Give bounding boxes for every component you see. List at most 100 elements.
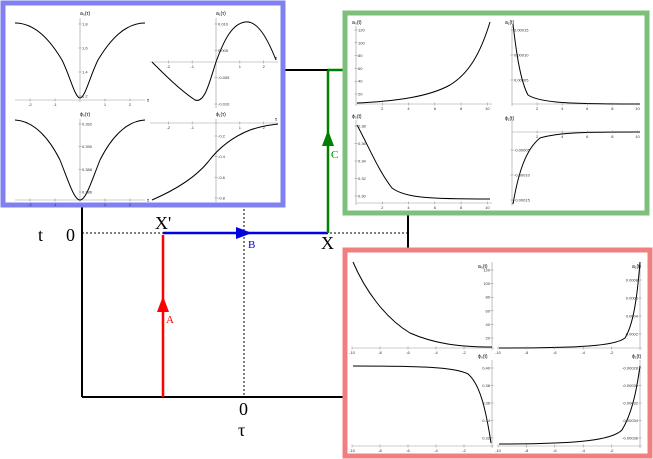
path-a-arrowhead	[157, 296, 169, 312]
x-tick-label: -8	[525, 448, 529, 453]
x-tick-label: -2	[28, 202, 32, 207]
plot-title: ϕ₁(τ)	[216, 112, 226, 118]
y-tick-label: 1.4	[82, 70, 88, 75]
plot-green-phi1: ϕ₁(t) 2 4 6 8 10 -0.00005 -0.00010 -0.00015	[505, 116, 640, 206]
plot-title: a₀(t)	[478, 264, 488, 270]
x-tick-label: -10	[349, 448, 356, 453]
plot-green-a0: a₀(t) 2 4 6 8 10 120 100 80 60 40 20	[352, 20, 492, 111]
y-tick-label: 100	[358, 40, 365, 45]
x-tick-label: -6	[553, 350, 557, 355]
x-tick-label: 10	[485, 106, 490, 111]
x-point-label: X	[321, 233, 334, 253]
x-tick-label: 6	[434, 106, 437, 111]
plot-title: a₁(τ)	[216, 11, 226, 17]
x-tick-label: -4	[581, 350, 585, 355]
y-tick-label: -0.00030	[622, 383, 639, 388]
y-tick-label: 0.005	[218, 48, 229, 53]
plot-blue-a1: a₁(τ) τ -2 -1 1 2 0.010 0.005 -0.005 -0.010	[150, 11, 278, 108]
y-tick-label: 120	[358, 28, 365, 33]
curve-a1-tau	[151, 21, 277, 101]
y-tick-label: 0.392	[82, 122, 93, 127]
curve-phi1-t-early	[498, 365, 641, 445]
x-tick-label: 8	[611, 134, 614, 139]
x-tick-label: -1	[190, 125, 194, 130]
y-tick-label: 0.00005	[514, 78, 529, 83]
y-tick-label: -0.010	[218, 102, 230, 107]
x-tick-label: -10	[495, 448, 502, 453]
plot-title: a₁(t)	[632, 264, 642, 270]
x-tick-label: -8	[525, 350, 529, 355]
x-tick-label: -8	[378, 448, 382, 453]
y-tick-label: 20	[358, 92, 363, 97]
y-tick-label: 0.30	[358, 194, 367, 199]
x-tick-label: 8	[460, 205, 463, 210]
plot-title: ϕ₀(τ)	[80, 112, 91, 118]
x-axis-label: τ	[275, 117, 277, 123]
x-tick-label: -2	[610, 350, 614, 355]
y-tick-label: 0.388	[82, 167, 93, 172]
y-tick-label: -0.2	[218, 134, 226, 139]
curve-a0-t-early	[352, 261, 493, 348]
x-tick-label: -4	[581, 448, 585, 453]
y-tick-label: 0.36	[358, 141, 367, 146]
plot-title: a₁(t)	[505, 20, 515, 26]
plot-title: ϕ₀(t)	[478, 354, 488, 360]
y-tick-label: 60	[358, 66, 363, 71]
y-tick-label: -0.00028	[622, 366, 639, 371]
x-tick-label: 2	[536, 106, 539, 111]
y-tick-label: 0.0008	[626, 278, 639, 283]
curve-a1-t-early	[498, 261, 641, 349]
x-tick-label: 6	[434, 205, 437, 210]
y-tick-label: 120	[483, 268, 490, 273]
y-tick-label: 0.34	[482, 418, 491, 423]
curve-phi0-t-late	[356, 124, 491, 200]
path-c-arrowhead	[322, 130, 334, 146]
path-b-label: B	[248, 239, 255, 251]
x-tick-label: -2	[167, 125, 171, 130]
y-tick-label: 0.34	[358, 159, 367, 164]
y-tick-label: -0.00036	[622, 436, 639, 441]
x-tick-label: 1	[239, 64, 242, 69]
red-panel-frame	[342, 247, 653, 459]
x-tick-label: 2	[129, 202, 132, 207]
y-tick-label: -0.00015	[514, 198, 531, 203]
plot-title: ϕ₁(t)	[632, 354, 642, 360]
x-tick-label: 2	[263, 125, 266, 130]
y-tick-label: 1.6	[82, 46, 88, 51]
t-zero-label: 0	[66, 225, 75, 245]
x-tick-label: -2	[28, 102, 32, 107]
x-tick-label: 2	[381, 106, 384, 111]
y-tick-label: -0.8	[218, 196, 226, 201]
y-tick-label: 40	[358, 79, 363, 84]
y-tick-label: -0.00010	[514, 173, 531, 178]
x-tick-label: -4	[434, 350, 438, 355]
x-tick-label: 10	[635, 106, 640, 111]
x-tick-label: -10	[349, 350, 356, 355]
x-tick-label: -1	[53, 102, 57, 107]
y-tick-label: 0.0002	[626, 332, 639, 337]
y-tick-label: -0.4	[218, 154, 226, 159]
y-tick-label: -0.00032	[622, 401, 639, 406]
y-tick-label: 0.0004	[626, 314, 639, 319]
x-tick-label: 1	[104, 102, 107, 107]
x-prime-label: X'	[155, 213, 171, 233]
y-tick-label: 40	[486, 322, 491, 327]
y-tick-label: 0.32	[358, 176, 367, 181]
x-tick-label: 1	[239, 125, 242, 130]
blue-panel-frame	[0, 0, 286, 208]
y-tick-label: 20	[486, 336, 491, 341]
x-tick-label: -2	[462, 350, 466, 355]
x-tick-label: 2	[129, 102, 132, 107]
curve-phi1-tau	[151, 123, 279, 201]
plot-title: a₀(t)	[352, 20, 362, 26]
x-tick-label: 8	[611, 106, 614, 111]
tau-zero-label: 0	[239, 399, 248, 419]
x-tick-label: 1	[104, 202, 107, 207]
x-tick-label: 4	[561, 106, 564, 111]
green-panel-frame	[342, 10, 650, 216]
y-tick-label: 60	[486, 308, 491, 313]
curve-a1-t-late	[512, 23, 641, 105]
plot-red-a1: a₁(t) -10 -8 -6 -4 -2 0.0008 0.0006 0.0004 0.000…	[495, 261, 642, 355]
x-tick-label: 10	[485, 205, 490, 210]
plot-green-phi0: ϕ₀(t) 2 4 6 8 10 0.38 0.36 0.34 0.32 0.30	[352, 114, 492, 210]
